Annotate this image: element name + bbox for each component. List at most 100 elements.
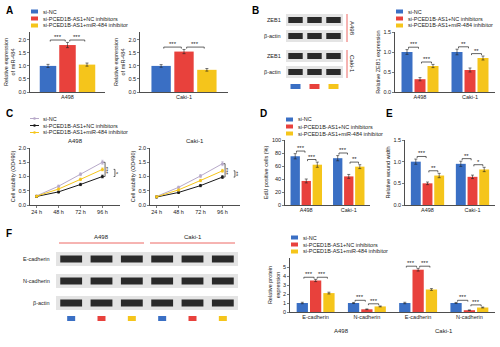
svg-text:***: *** bbox=[191, 41, 199, 47]
svg-text:20: 20 bbox=[275, 189, 281, 195]
svg-text:0.5: 0.5 bbox=[138, 188, 146, 194]
svg-text:0.0: 0.0 bbox=[18, 89, 26, 95]
svg-text:0.5: 0.5 bbox=[18, 76, 26, 82]
svg-text:ZEB1: ZEB1 bbox=[267, 53, 281, 59]
svg-text:Relative proteinexpression: Relative proteinexpression bbox=[267, 266, 280, 304]
svg-text:ZEB1: ZEB1 bbox=[267, 17, 281, 23]
svg-text:si-NC: si-NC bbox=[43, 9, 57, 15]
svg-text:**: ** bbox=[235, 171, 241, 176]
svg-text:A: A bbox=[6, 5, 13, 16]
svg-text:1.0: 1.0 bbox=[383, 49, 391, 55]
svg-text:0.0: 0.0 bbox=[383, 89, 391, 95]
svg-text:F: F bbox=[6, 228, 12, 239]
svg-text:**: ** bbox=[352, 156, 357, 162]
svg-text:***: *** bbox=[169, 41, 177, 47]
svg-text:80: 80 bbox=[275, 150, 281, 156]
svg-text:***: *** bbox=[356, 294, 364, 300]
svg-text:si-PCED1B-AS1+miR-484 inhibito: si-PCED1B-AS1+miR-484 inhibitor bbox=[43, 129, 128, 135]
svg-text:3: 3 bbox=[283, 282, 286, 288]
svg-text:**: ** bbox=[474, 48, 479, 54]
svg-text:0.0: 0.0 bbox=[18, 202, 26, 208]
svg-text:24 h: 24 h bbox=[31, 209, 42, 215]
svg-text:1: 1 bbox=[283, 300, 286, 306]
svg-text:Caki-1: Caki-1 bbox=[465, 207, 481, 213]
svg-text:Caki-1: Caki-1 bbox=[176, 94, 192, 100]
svg-text:**: ** bbox=[431, 165, 436, 171]
svg-text:***: *** bbox=[54, 34, 62, 40]
svg-text:E-cadherin: E-cadherin bbox=[23, 256, 50, 262]
svg-text:60: 60 bbox=[275, 163, 281, 169]
svg-text:0.0: 0.0 bbox=[393, 202, 401, 208]
svg-text:Relative expressionof miR-484: Relative expressionof miR-484 bbox=[3, 38, 16, 86]
svg-text:100: 100 bbox=[272, 137, 281, 143]
svg-text:si-PCED1B-AS1+NC inhibitors: si-PCED1B-AS1+NC inhibitors bbox=[303, 242, 378, 248]
svg-text:N-cadherin: N-cadherin bbox=[23, 278, 50, 284]
svg-text:A498: A498 bbox=[334, 328, 349, 334]
svg-text:***: *** bbox=[73, 34, 81, 40]
svg-text:β-actin: β-actin bbox=[33, 300, 50, 306]
svg-text:A498: A498 bbox=[61, 94, 74, 100]
svg-text:***: *** bbox=[308, 154, 316, 160]
svg-text:48 h: 48 h bbox=[173, 209, 184, 215]
svg-text:***: *** bbox=[105, 166, 111, 174]
svg-text:si-PCED1B-AS1+NC inhibitors: si-PCED1B-AS1+NC inhibitors bbox=[298, 124, 373, 130]
svg-text:si-NC: si-NC bbox=[298, 116, 312, 122]
svg-text:5: 5 bbox=[283, 264, 286, 270]
svg-text:A498: A498 bbox=[300, 207, 313, 213]
svg-text:72 h: 72 h bbox=[195, 209, 206, 215]
svg-text:Caki-1: Caki-1 bbox=[341, 207, 357, 213]
svg-text:si-PCED1B-AS1+miR-484 inhibito: si-PCED1B-AS1+miR-484 inhibitor bbox=[298, 131, 383, 137]
svg-text:A498: A498 bbox=[349, 21, 355, 36]
svg-text:A498: A498 bbox=[68, 138, 83, 144]
svg-text:***: *** bbox=[423, 56, 431, 62]
svg-text:Caki-1: Caki-1 bbox=[186, 138, 204, 144]
svg-text:Caki-1: Caki-1 bbox=[184, 234, 202, 240]
svg-text:***: *** bbox=[305, 271, 313, 277]
svg-text:Cell viability (OD490): Cell viability (OD490) bbox=[10, 151, 16, 203]
svg-text:1.0: 1.0 bbox=[393, 159, 401, 165]
svg-text:0.0: 0.0 bbox=[128, 89, 136, 95]
svg-text:2.0: 2.0 bbox=[128, 37, 136, 43]
svg-text:1.5: 1.5 bbox=[18, 159, 26, 165]
svg-text:**: ** bbox=[461, 41, 466, 47]
svg-text:Caki-1: Caki-1 bbox=[462, 94, 478, 100]
svg-text:40: 40 bbox=[275, 176, 281, 182]
svg-text:EdU positive cells (%): EdU positive cells (%) bbox=[263, 146, 269, 200]
svg-text:1.5: 1.5 bbox=[18, 50, 26, 56]
svg-text:96 h: 96 h bbox=[217, 209, 228, 215]
svg-text:48 h: 48 h bbox=[53, 209, 64, 215]
svg-text:β-actin: β-actin bbox=[264, 33, 281, 39]
svg-text:si-PCED1B-AS1+miR-484 inhibito: si-PCED1B-AS1+miR-484 inhibitor bbox=[303, 248, 388, 254]
svg-text:***: *** bbox=[225, 167, 231, 175]
svg-text:24 h: 24 h bbox=[151, 209, 162, 215]
svg-text:***: *** bbox=[339, 147, 347, 153]
svg-text:0.0: 0.0 bbox=[138, 202, 146, 208]
svg-text:4: 4 bbox=[283, 273, 286, 279]
svg-text:0.5: 0.5 bbox=[18, 188, 26, 194]
svg-text:N-cadherin: N-cadherin bbox=[456, 314, 483, 320]
svg-text:Relative wound width: Relative wound width bbox=[385, 147, 391, 199]
svg-text:***: *** bbox=[370, 298, 378, 304]
svg-text:si-NC: si-NC bbox=[303, 235, 317, 241]
svg-text:1.5: 1.5 bbox=[138, 159, 146, 165]
svg-text:Caki-1: Caki-1 bbox=[349, 55, 355, 73]
svg-text:B: B bbox=[252, 5, 259, 16]
svg-text:96 h: 96 h bbox=[97, 209, 108, 215]
svg-text:*: * bbox=[477, 159, 480, 165]
svg-text:2.0: 2.0 bbox=[18, 145, 26, 151]
svg-text:D: D bbox=[260, 108, 267, 119]
svg-text:Relative ZEB1 expression: Relative ZEB1 expression bbox=[375, 30, 381, 93]
svg-text:2: 2 bbox=[283, 291, 286, 297]
svg-text:E-cadherin: E-cadherin bbox=[302, 314, 329, 320]
svg-text:***: *** bbox=[407, 260, 415, 266]
svg-text:0: 0 bbox=[278, 202, 281, 208]
svg-text:E-cadherin: E-cadherin bbox=[405, 314, 432, 320]
svg-text:C: C bbox=[6, 108, 13, 119]
svg-text:si-PCED1B-AS1+NC inhibitors: si-PCED1B-AS1+NC inhibitors bbox=[43, 123, 118, 129]
svg-text:A498: A498 bbox=[414, 94, 427, 100]
svg-text:1.5: 1.5 bbox=[393, 137, 401, 143]
svg-text:**: ** bbox=[464, 153, 469, 159]
svg-text:0: 0 bbox=[283, 309, 286, 315]
svg-text:A498: A498 bbox=[94, 234, 109, 240]
svg-text:***: *** bbox=[318, 271, 326, 277]
